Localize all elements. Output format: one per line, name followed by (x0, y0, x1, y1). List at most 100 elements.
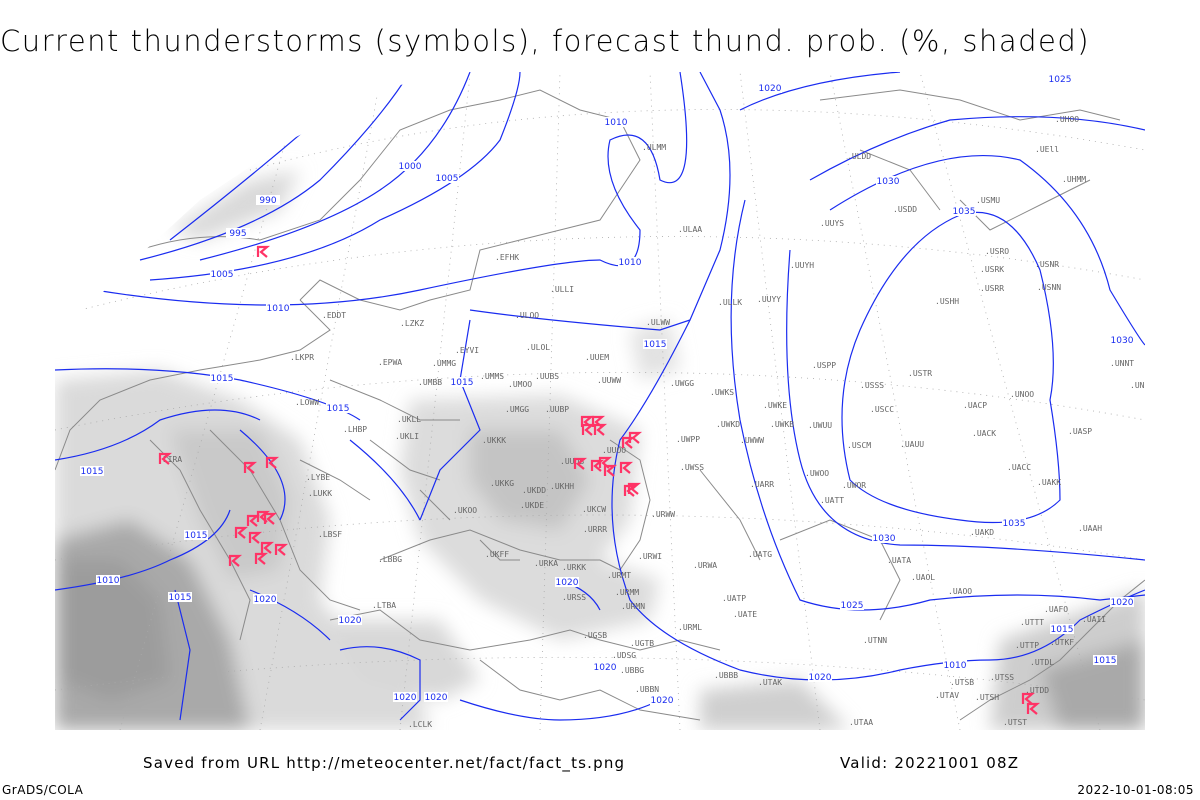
isobar-label: 1005 (436, 174, 459, 184)
isobar-label-bg (1050, 624, 1074, 634)
thunderstorm-icon (627, 482, 642, 495)
thunderstorm-icon (603, 464, 618, 477)
isobar-label-bg (604, 117, 628, 127)
thunderstorm-icon (581, 423, 596, 436)
isobar-label-bg (808, 672, 832, 682)
station-label: .USNR (1035, 260, 1059, 269)
isobar-label: 1015 (211, 374, 234, 384)
station-label: .UHMM (1062, 175, 1086, 184)
station-label: .UAOL (911, 573, 935, 582)
graticule (55, 72, 1145, 730)
isobar-label-bg (393, 692, 417, 702)
station-label: .LBBG (378, 555, 402, 564)
station-label: .UWKS (710, 388, 734, 397)
isobar-label-bg (226, 228, 250, 238)
isobar-label: 1010 (267, 304, 290, 314)
station-label: .USDD (893, 205, 917, 214)
station-label: .URMT (607, 571, 631, 580)
station-label: .UUEM (585, 353, 609, 362)
isobar-label: 1035 (953, 207, 976, 217)
station-label: .UTDD (1025, 686, 1049, 695)
station-label: .UEll (1035, 145, 1059, 154)
station-label: .UAUU (900, 440, 924, 449)
isobar-label-bg (435, 173, 459, 183)
thunderstorm-icon (256, 510, 271, 523)
isobar-label: 1015 (169, 593, 192, 603)
thunderstorm-icon (1026, 702, 1041, 715)
station-label: .URSS (562, 593, 586, 602)
station-label: .UTKF (1050, 638, 1074, 647)
isobar-label-bg (256, 195, 280, 205)
station-label: .UUYH (790, 261, 814, 270)
station-label: .UARR (750, 480, 774, 489)
software-credit: GrADS/COLA (2, 783, 84, 797)
thunderstorm-symbols (158, 245, 1041, 715)
station-label: .USHH (935, 297, 959, 306)
station-label: .UWPP (676, 435, 700, 444)
thunderstorm-icon (598, 456, 613, 469)
thunderstorm-icon (254, 552, 269, 565)
station-label: .URMN (621, 602, 645, 611)
thunderstorm-icon (1021, 692, 1036, 705)
station-label: .URMM (615, 588, 639, 597)
station-label: .UAOO (948, 587, 972, 596)
station-label: .UUYY (757, 295, 781, 304)
station-label: .LOWW (295, 398, 319, 407)
isobar-label-bg (876, 176, 900, 186)
isobar-label-bg (593, 662, 617, 672)
station-label: .UKHH (550, 482, 574, 491)
station-label: .UWWW (740, 436, 764, 445)
isobar-label-bg (1110, 335, 1134, 345)
isobar-label: 1010 (605, 118, 628, 128)
isobar-label: 1030 (1111, 336, 1134, 346)
isobar-label: 1005 (211, 270, 234, 280)
station-label: .LCLK (408, 720, 432, 729)
isobar-label: 1035 (1003, 519, 1026, 529)
station-label: .UWOO (805, 469, 829, 478)
isobar-label-bg (168, 592, 192, 602)
thunderstorm-icon (580, 415, 595, 428)
isobar-label: 1015 (1051, 625, 1074, 635)
station-label: .UBBB (714, 671, 738, 680)
isobar-label: 990 (259, 196, 276, 206)
isobar-label: 995 (229, 229, 246, 239)
station-label: .UAKD (970, 528, 994, 537)
station-label: .UWKE (763, 401, 787, 410)
isobar-label: 1015 (1094, 656, 1117, 666)
station-label: .URWI (638, 552, 662, 561)
isobar-label-bg (326, 403, 350, 413)
thunderstorm-icon (593, 423, 608, 436)
station-label: .UWSS (680, 463, 704, 472)
station-label: .UKKK (482, 436, 506, 445)
isobar-label: 1015 (451, 378, 474, 388)
station-label: .LYBE (306, 473, 330, 482)
isobar-label-bg (643, 339, 667, 349)
isobar-label-bg (424, 692, 448, 702)
station-label: .UUOO (602, 446, 626, 455)
isobar-label-bg (210, 269, 234, 279)
isobar-label-bg (1110, 597, 1134, 607)
isobar-label: 1020 (594, 663, 617, 673)
station-label: .UKKG (490, 479, 514, 488)
station-label: .URKA (534, 559, 558, 568)
isobar-label: 1020 (1111, 598, 1134, 608)
thunderstorm-icon (628, 431, 643, 444)
isobar-label-bg (450, 377, 474, 387)
station-label: .UATE (733, 610, 757, 619)
station-label: .URWW (651, 510, 675, 519)
station-label: .UKFF (485, 550, 509, 559)
station-label: .UMMG (432, 359, 456, 368)
station-label: .UKLL (397, 415, 421, 424)
station-label: .UACC (1007, 463, 1031, 472)
thunderstorm-icon (158, 452, 173, 465)
station-label: .UUBS (535, 372, 559, 381)
thunderstorm-icon (263, 512, 278, 525)
station-label: .LZKZ (400, 319, 424, 328)
thunderstorm-icon (260, 541, 275, 554)
station-label: .LTBA (372, 601, 396, 610)
station-label: .UWKB (770, 420, 794, 429)
isobar-label-bg (210, 373, 234, 383)
station-label: .USMU (976, 196, 1000, 205)
station-label: .USPP (812, 361, 836, 370)
